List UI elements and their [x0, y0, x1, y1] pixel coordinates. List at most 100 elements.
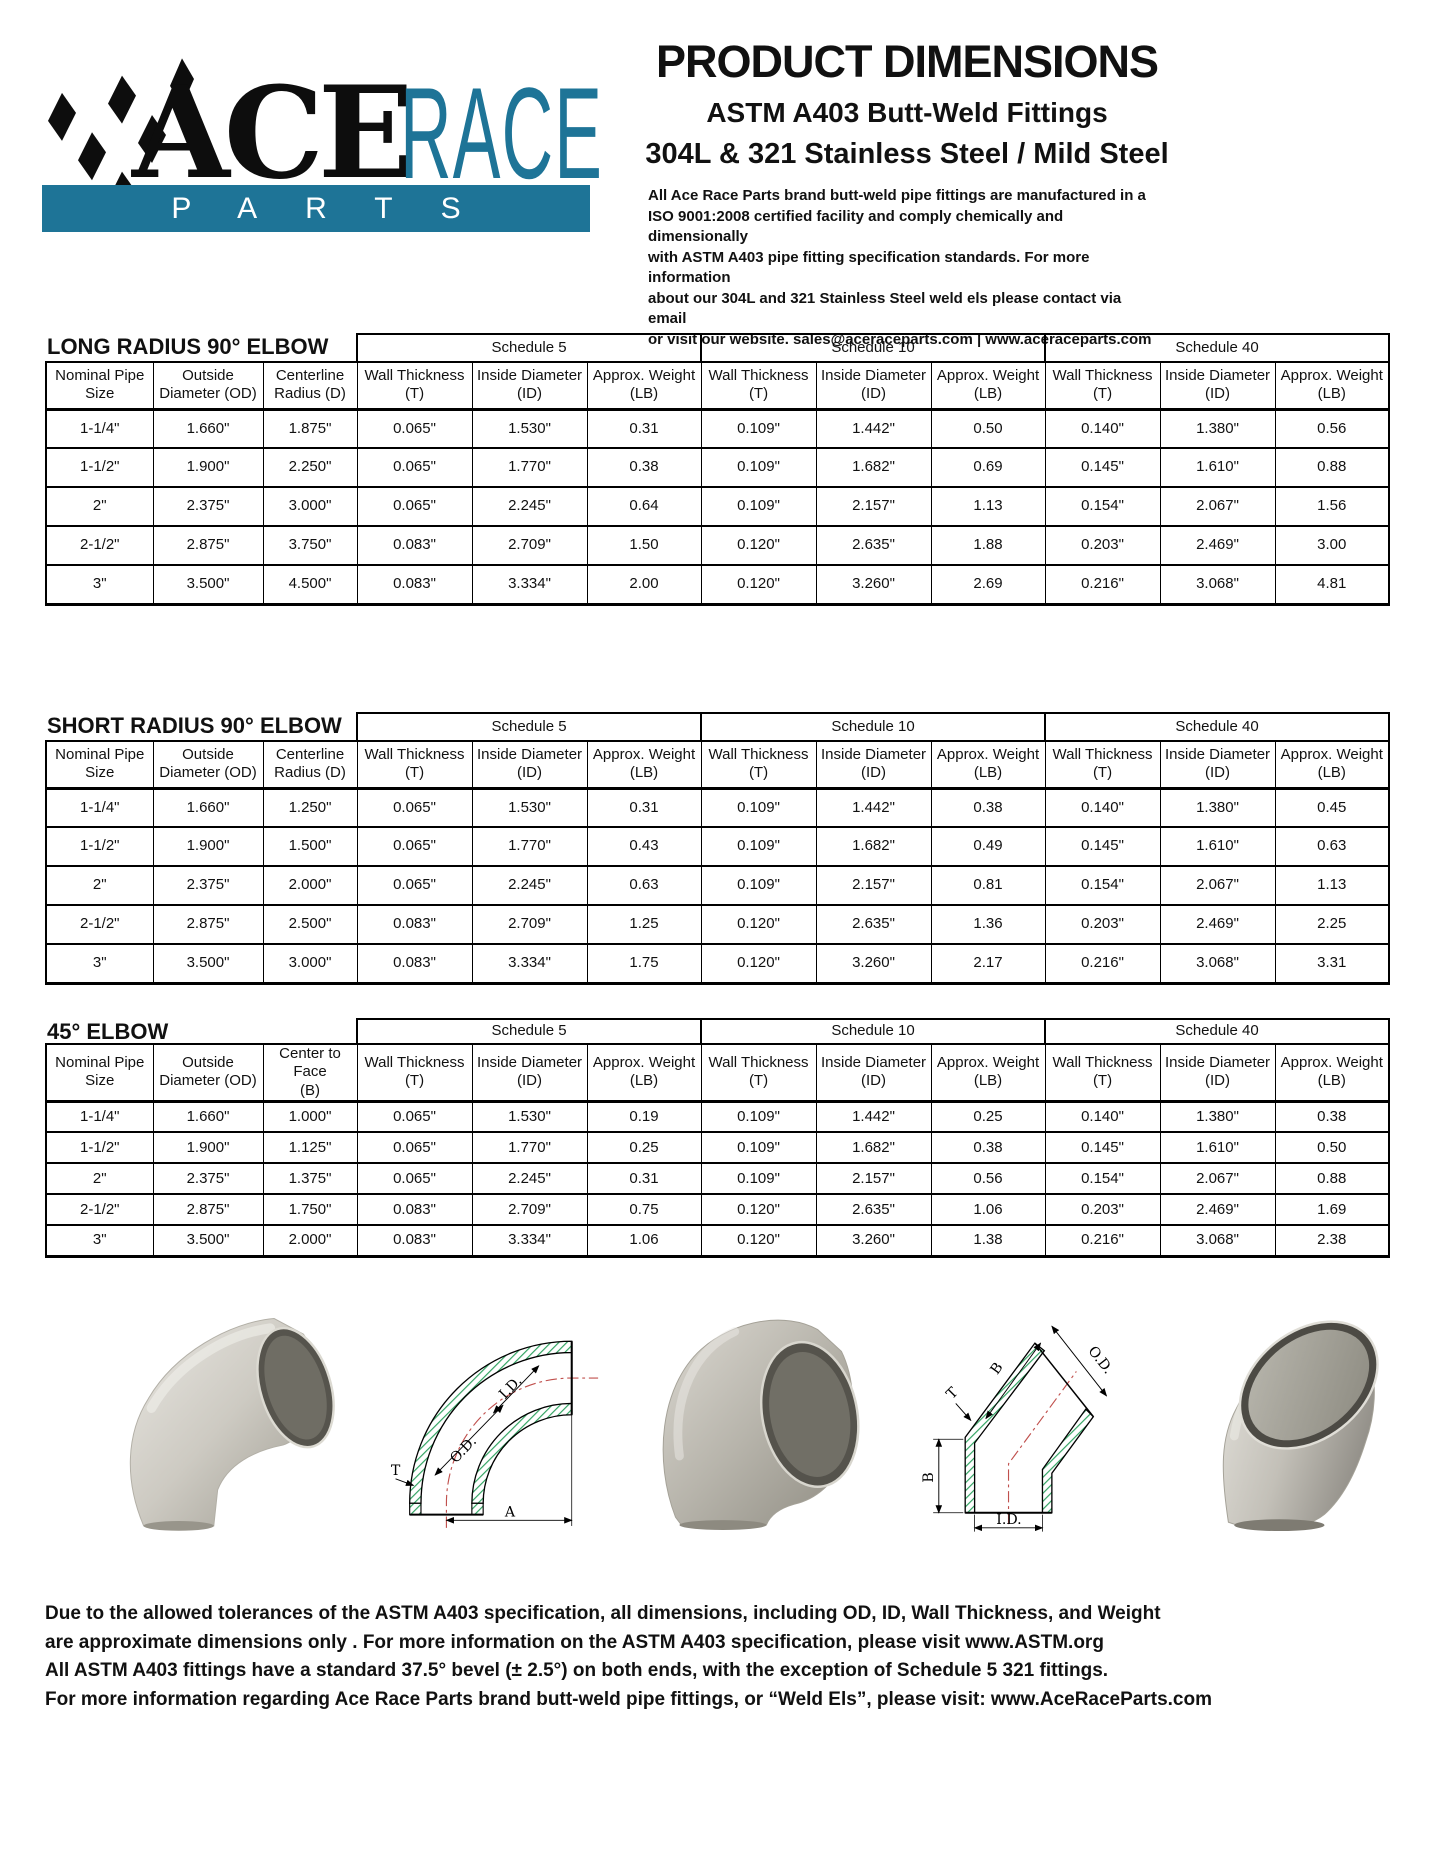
column-header: Inside Diameter (ID)	[1159, 740, 1276, 790]
table-cell: 0.31	[586, 787, 702, 828]
table-title: 45° ELBOW	[47, 1019, 169, 1044]
footer-line: Due to the allowed tolerances of the AST…	[45, 1603, 1161, 1624]
short-radius-90-elbow-photo	[662, 1319, 860, 1530]
table-cell: 0.31	[586, 408, 702, 449]
table-row: 3" 3.500" 4.500" 0.083" 3.334" 2.00 0.120" 3.26…	[45, 564, 1391, 606]
column-header: Nominal Pipe Size	[45, 740, 154, 790]
table-cell: 0.120"	[700, 943, 817, 985]
45-elbow-table: 45° ELBOW Schedule 5 Schedule 10 Schedule …	[45, 1018, 1391, 1258]
table-cell: 0.140"	[1044, 1100, 1161, 1134]
table-cell: 0.065"	[356, 1162, 473, 1196]
column-header: Centerline Radius (D)	[262, 361, 358, 411]
column-header: Wall Thickness (T)	[356, 740, 473, 790]
table-cell: 2-1/2"	[45, 1193, 154, 1227]
page-subtitle-spec: ASTM A403 Butt-Weld Fittings	[706, 97, 1108, 128]
45-elbow-dimension-diagram: B O.D. T B I.D.	[921, 1325, 1115, 1532]
table-cell: 1.38	[930, 1224, 1046, 1258]
table-cell: 2.709"	[471, 904, 588, 945]
logo-race-text: RACE	[400, 60, 604, 206]
table-cell: 1.380"	[1159, 787, 1276, 828]
column-header: Approx. Weight (LB)	[930, 361, 1046, 411]
column-header: Wall Thickness (T)	[700, 740, 817, 790]
column-header: Wall Thickness (T)	[1044, 361, 1161, 411]
intro-line: about our 304L and 321 Stainless Steel w…	[648, 289, 1122, 328]
table-cell: 1.250"	[262, 787, 358, 828]
footer-line: For more information regarding Ace Race …	[45, 1688, 1212, 1710]
table-cell: 0.065"	[356, 1100, 473, 1134]
table-cell: 1.000"	[262, 1100, 358, 1134]
table-cell: 3.260"	[815, 1224, 932, 1258]
table-cell: 1.69	[1274, 1193, 1391, 1227]
column-header: Inside Diameter (ID)	[1159, 361, 1276, 411]
column-header: Nominal Pipe Size	[45, 1042, 154, 1103]
table-cell: 0.63	[586, 865, 702, 906]
table-cell: 0.25	[930, 1100, 1046, 1134]
table-cell: 2.469"	[1159, 904, 1276, 945]
column-header: Inside Diameter (ID)	[815, 1042, 932, 1103]
logo-ace-text: ACE	[132, 59, 414, 207]
table-cell: 0.56	[1274, 408, 1391, 449]
table-cell: 2.157"	[815, 1162, 932, 1196]
table-cell: 1.442"	[815, 787, 932, 828]
45-elbow-photo	[1222, 1319, 1379, 1531]
table-row: 2" 2.375" 2.000" 0.065" 2.245" 0.63 0.109" 2.15…	[45, 865, 1391, 906]
dimensions-table: Schedule 5 Schedule 10 Schedule 40 Nominal …	[45, 712, 1391, 985]
table-cell: 3.334"	[471, 1224, 588, 1258]
table-cell: 2.38	[1274, 1224, 1391, 1258]
table-cell: 1.56	[1274, 486, 1391, 527]
intro-line: All Ace Race Parts brand butt-weld pipe …	[648, 187, 1146, 204]
table-cell: 1.660"	[152, 408, 264, 449]
table-cell: 0.49	[930, 826, 1046, 867]
column-header: Wall Thickness (T)	[356, 361, 473, 411]
table-cell: 1.13	[1274, 865, 1391, 906]
table-cell: 2.245"	[471, 1162, 588, 1196]
table-cell: 1.375"	[262, 1162, 358, 1196]
column-header: Approx. Weight (LB)	[586, 1042, 702, 1103]
table-row: 2" 2.375" 3.000" 0.065" 2.245" 0.64 0.109" 2.15…	[45, 486, 1391, 527]
table-cell: 3.334"	[471, 564, 588, 606]
table-cell: 2"	[45, 865, 154, 906]
table-cell: 3"	[45, 1224, 154, 1258]
table-cell: 2"	[45, 1162, 154, 1196]
column-header: Inside Diameter (ID)	[1159, 1042, 1276, 1103]
table-cell: 1.770"	[471, 826, 588, 867]
table-cell: 1.770"	[471, 1131, 588, 1165]
dim-label-id: I.D.	[496, 1373, 525, 1402]
table-cell: 1.442"	[815, 1100, 932, 1134]
table-cell: 1-1/4"	[45, 787, 154, 828]
table-cell: 2.25	[1274, 904, 1391, 945]
table-cell: 3.750"	[262, 525, 358, 566]
table-row: 1-1/2" 1.900" 1.500" 0.065" 1.770" 0.43 0.109"…	[45, 826, 1391, 867]
column-header: Approx. Weight (LB)	[1274, 1042, 1391, 1103]
table-cell: 0.75	[586, 1193, 702, 1227]
table-cell: 2.709"	[471, 1193, 588, 1227]
table-cell: 1-1/2"	[45, 1131, 154, 1165]
table-cell: 3.31	[1274, 943, 1391, 985]
table-cell: 0.38	[930, 787, 1046, 828]
table-cell: 0.109"	[700, 865, 817, 906]
table-cell: 2-1/2"	[45, 904, 154, 945]
dim-label-a: A	[504, 1505, 516, 1521]
table-cell: 2.00	[586, 564, 702, 606]
table-cell: 0.065"	[356, 447, 473, 488]
column-header: Wall Thickness (T)	[356, 1042, 473, 1103]
schedule-group-header: Schedule 10	[700, 333, 1047, 363]
dim-label-od: O.D.	[1084, 1343, 1114, 1377]
table-cell: 2.000"	[262, 865, 358, 906]
table-cell: 0.065"	[356, 787, 473, 828]
checkered-flag-icon	[48, 58, 194, 186]
table-cell: 0.109"	[700, 826, 817, 867]
table-cell: 0.140"	[1044, 787, 1161, 828]
table-cell: 1.660"	[152, 787, 264, 828]
table-cell: 0.56	[930, 1162, 1046, 1196]
table-cell: 1.88	[930, 525, 1046, 566]
schedule-group-header: Schedule 5	[356, 712, 703, 742]
table-cell: 1.530"	[471, 787, 588, 828]
column-header: Outside Diameter (OD)	[152, 361, 264, 411]
table-cell: 0.45	[1274, 787, 1391, 828]
footer-line: All ASTM A403 fittings have a standard 3…	[45, 1660, 1109, 1681]
table-cell: 2.875"	[152, 904, 264, 945]
table-cell: 2.067"	[1159, 1162, 1276, 1196]
column-header: Approx. Weight (LB)	[1274, 740, 1391, 790]
table-cell: 0.109"	[700, 447, 817, 488]
